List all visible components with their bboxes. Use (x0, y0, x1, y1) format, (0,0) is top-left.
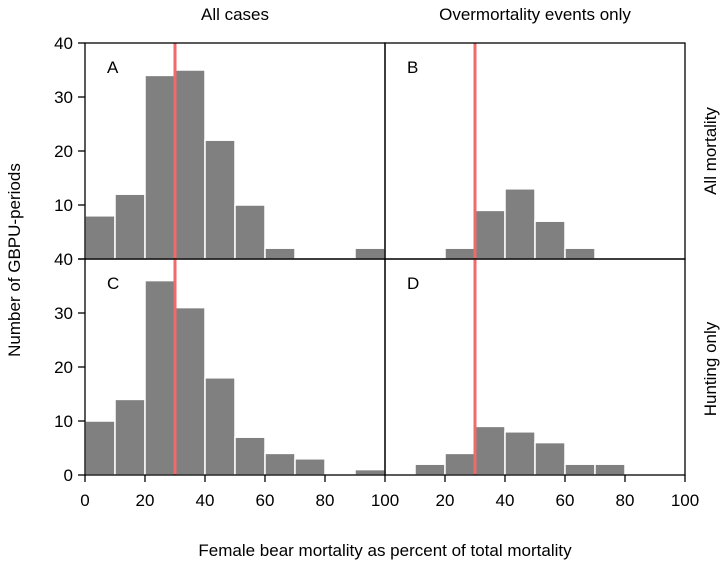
histogram-bar (474, 209, 506, 260)
histogram-bar (264, 452, 296, 476)
histogram-bar (204, 139, 236, 260)
histogram-bar (354, 468, 386, 476)
panel-b: B (384, 42, 686, 260)
x-tick-label: 40 (196, 491, 215, 510)
column-header-overmortality: Overmortality events only (439, 5, 631, 24)
histogram-bar (114, 193, 146, 260)
x-tick-label: 80 (616, 491, 635, 510)
x-tick-label: 20 (136, 491, 155, 510)
histogram-bar (564, 247, 596, 260)
x-tick-label: 20 (436, 491, 455, 510)
y-tick-label: 30 (54, 88, 73, 107)
column-header-all-cases: All cases (201, 5, 269, 24)
y-tick-label: 20 (54, 358, 73, 377)
y-tick-label: 40 (54, 34, 73, 53)
histogram-bar (114, 398, 146, 476)
x-tick-label: 40 (496, 491, 515, 510)
histogram-bar (144, 74, 176, 260)
y-tick-label: 10 (54, 196, 73, 215)
y-tick-label: 0 (64, 466, 73, 485)
panel-label: C (107, 274, 119, 293)
x-tick-label: 0 (80, 491, 89, 510)
histogram-bar (504, 431, 536, 476)
histogram-bar (534, 441, 566, 476)
histogram-bar (564, 463, 596, 476)
histogram-bar (174, 69, 206, 260)
histogram-bar (204, 377, 236, 476)
x-tick-label: 100 (671, 491, 699, 510)
row-header-hunting-only: Hunting only (701, 321, 720, 416)
histogram-bar (444, 247, 476, 260)
histogram-bar (174, 306, 206, 476)
histogram-bar (414, 463, 446, 476)
histogram-bar (144, 279, 176, 476)
y-tick-label: 10 (54, 412, 73, 431)
x-tick-label: 80 (316, 491, 335, 510)
row-header-all-mortality: All mortality (701, 107, 720, 195)
panel-d: D 20 40 60 80 100 (384, 258, 699, 510)
histogram-bar (234, 436, 266, 476)
panel-frame (384, 258, 686, 476)
histogram-bar (264, 247, 296, 260)
histogram-bar (354, 247, 386, 260)
histogram-bar (444, 452, 476, 476)
x-axis-label: Female bear mortality as percent of tota… (198, 541, 572, 560)
y-tick-label: 40 (54, 250, 73, 269)
y-tick-label: 30 (54, 304, 73, 323)
panel-label: A (107, 58, 119, 77)
x-tick-label: 60 (556, 491, 575, 510)
y-axis-label: Number of GBPU-periods (5, 163, 24, 357)
histogram-bar (84, 420, 116, 476)
histogram-bar (84, 215, 116, 260)
histogram-bar (294, 458, 326, 476)
panel-label: B (407, 58, 418, 77)
histogram-bar (474, 425, 506, 476)
x-tick-label: 100 (371, 491, 399, 510)
histogram-bar (594, 463, 626, 476)
y-tick-label: 20 (54, 142, 73, 161)
panel-label: D (407, 274, 419, 293)
panel-a: A 10 20 30 40 (54, 34, 386, 260)
histogram-bar (504, 188, 536, 260)
panel-c: C 0 10 20 30 40 0 20 40 60 80 100 (54, 250, 399, 510)
x-tick-label: 60 (256, 491, 275, 510)
histogram-bar (534, 220, 566, 260)
histogram-bar (234, 204, 266, 260)
panels-layer: A 10 20 30 40 B C 0 10 20 30 40 0 20 40 60 80 100 D 20 40 60 8… (54, 34, 699, 510)
